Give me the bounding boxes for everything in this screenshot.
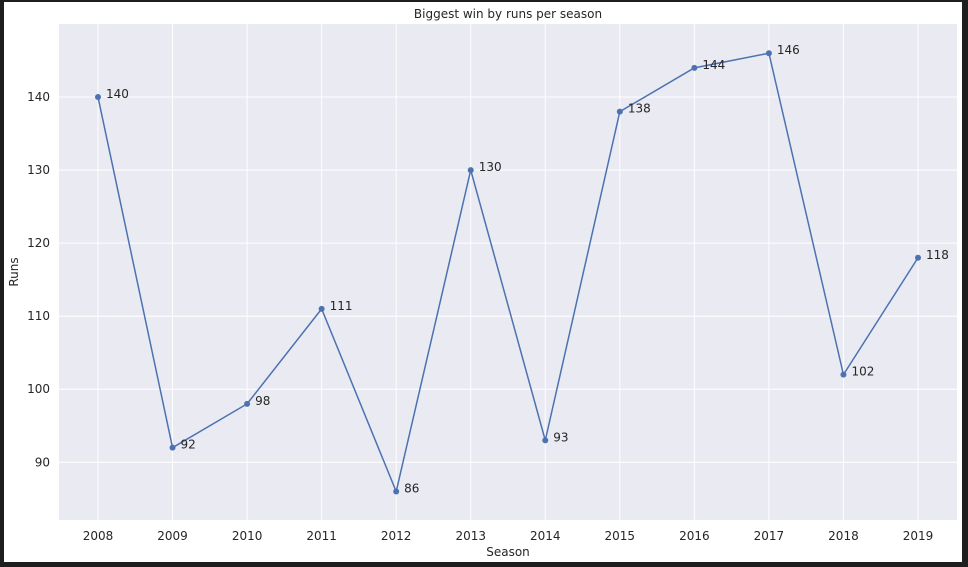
data-point (467, 167, 474, 174)
plot-area (59, 24, 957, 520)
y-tick-label: 100 (27, 382, 50, 396)
data-label: 86 (404, 482, 419, 496)
data-point (318, 305, 325, 312)
x-tick-label: 2013 (455, 529, 486, 543)
x-tick-label: 2016 (679, 529, 710, 543)
x-tick-label: 2018 (828, 529, 859, 543)
data-label: 118 (926, 248, 949, 262)
series-line (97, 52, 919, 494)
data-label: 144 (702, 58, 725, 72)
x-tick-label: 2008 (83, 529, 114, 543)
y-tick-label: 120 (27, 236, 50, 250)
x-tick-label: 2014 (530, 529, 561, 543)
series: 140 92 98 111 86 130 93 138 144 146 102 118 (95, 43, 949, 496)
chart-figure: 2008 2009 2010 2011 2012 2013 2014 2015 2016 2017… (4, 2, 962, 562)
data-label: 93 (553, 430, 568, 444)
y-tick-label: 110 (27, 309, 50, 323)
data-label: 102 (851, 365, 874, 379)
x-tick-label: 2011 (306, 529, 337, 543)
x-tick-label: 2010 (232, 529, 263, 543)
x-tick-label: 2015 (605, 529, 636, 543)
data-point (169, 444, 176, 451)
y-axis-title: Runs (7, 257, 21, 286)
data-point (244, 400, 251, 407)
data-label: 140 (106, 87, 129, 101)
x-tick-label: 2017 (754, 529, 785, 543)
data-point (95, 94, 101, 101)
data-point (840, 371, 847, 378)
line-chart: 2008 2009 2010 2011 2012 2013 2014 2015 2016 2017… (7, 7, 957, 559)
data-label: 146 (777, 43, 800, 57)
data-label: 138 (628, 102, 651, 116)
data-label: 92 (181, 438, 196, 452)
data-point (542, 437, 549, 444)
x-tick-label: 2012 (381, 529, 412, 543)
data-label: 130 (479, 160, 502, 174)
y-tick-label: 130 (27, 163, 50, 177)
y-tick-label: 140 (27, 90, 50, 104)
data-point (691, 64, 698, 71)
x-axis-title: Season (486, 545, 530, 559)
data-label: 98 (255, 394, 270, 408)
data-point (765, 50, 772, 57)
x-tick-label: 2009 (157, 529, 188, 543)
data-point (915, 254, 921, 261)
grid (59, 24, 957, 520)
data-label: 111 (330, 299, 353, 313)
data-point (616, 108, 623, 115)
data-point (393, 488, 400, 495)
axes: 2008 2009 2010 2011 2012 2013 2014 2015 2016 2017… (27, 90, 933, 543)
y-tick-label: 90 (35, 455, 50, 469)
x-tick-label: 2019 (903, 529, 934, 543)
chart-title: Biggest win by runs per season (414, 7, 602, 21)
